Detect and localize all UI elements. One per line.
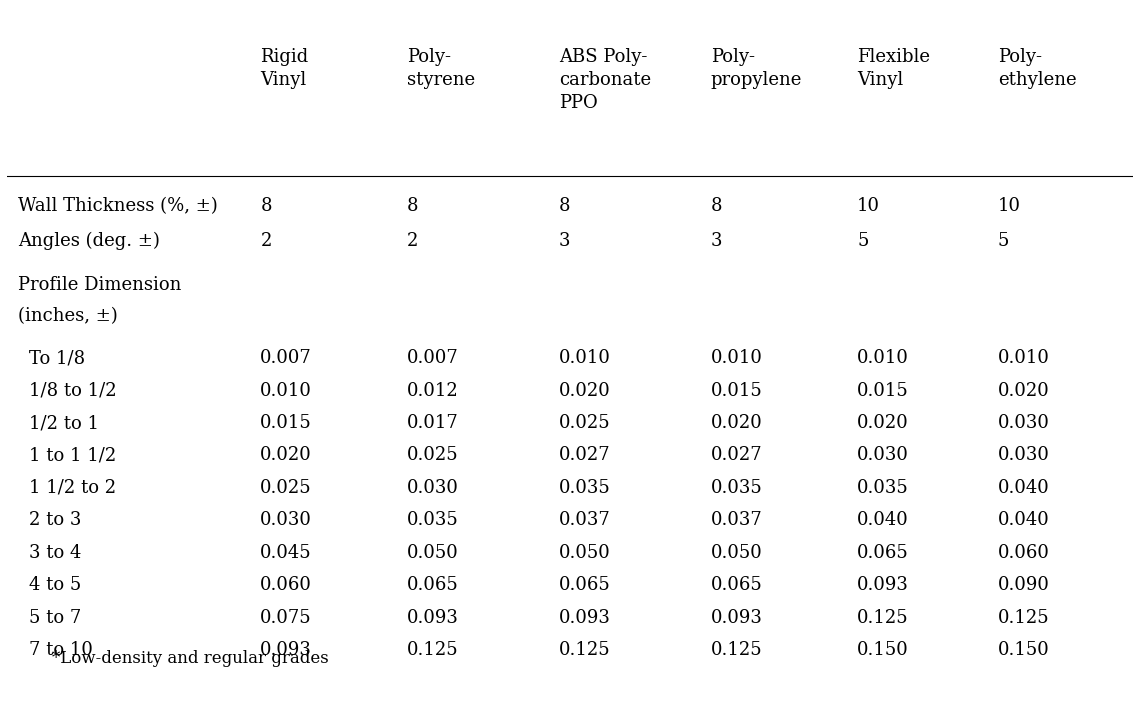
Text: 0.125: 0.125 xyxy=(998,609,1050,627)
Text: 3 to 4: 3 to 4 xyxy=(30,544,82,562)
Text: 2: 2 xyxy=(260,231,271,250)
Text: 0.065: 0.065 xyxy=(710,577,763,594)
Text: 1/2 to 1: 1/2 to 1 xyxy=(30,414,99,432)
Text: 0.093: 0.093 xyxy=(857,577,909,594)
Text: 0.020: 0.020 xyxy=(998,381,1050,400)
Text: 0.027: 0.027 xyxy=(559,446,610,465)
Text: 2 to 3: 2 to 3 xyxy=(30,511,82,529)
Text: 1/8 to 1/2: 1/8 to 1/2 xyxy=(30,381,117,400)
Text: 8: 8 xyxy=(407,197,418,215)
Text: 0.075: 0.075 xyxy=(260,609,312,627)
Text: 0.065: 0.065 xyxy=(407,577,458,594)
Text: Rigid
Vinyl: Rigid Vinyl xyxy=(260,49,309,90)
Text: 0.045: 0.045 xyxy=(260,544,312,562)
Text: Wall Thickness (%, ±): Wall Thickness (%, ±) xyxy=(18,197,218,215)
Text: 0.030: 0.030 xyxy=(260,511,312,529)
Text: 4 to 5: 4 to 5 xyxy=(30,577,82,594)
Text: 0.025: 0.025 xyxy=(559,414,610,432)
Text: 0.035: 0.035 xyxy=(857,479,909,497)
Text: 0.020: 0.020 xyxy=(710,414,763,432)
Text: 0.015: 0.015 xyxy=(260,414,312,432)
Text: 10: 10 xyxy=(998,197,1021,215)
Text: 0.037: 0.037 xyxy=(559,511,611,529)
Text: 0.020: 0.020 xyxy=(559,381,611,400)
Text: 0.150: 0.150 xyxy=(998,642,1050,659)
Text: 0.093: 0.093 xyxy=(710,609,763,627)
Text: 0.020: 0.020 xyxy=(857,414,909,432)
Text: 0.015: 0.015 xyxy=(857,381,909,400)
Text: 0.125: 0.125 xyxy=(857,609,909,627)
Text: (inches, ±): (inches, ±) xyxy=(18,307,117,326)
Text: 0.040: 0.040 xyxy=(857,511,909,529)
Text: 0.025: 0.025 xyxy=(260,479,312,497)
Text: 0.090: 0.090 xyxy=(998,577,1050,594)
Text: 5: 5 xyxy=(998,231,1009,250)
Text: 0.125: 0.125 xyxy=(559,642,610,659)
Text: 2: 2 xyxy=(407,231,418,250)
Text: Poly-
styrene: Poly- styrene xyxy=(407,49,475,90)
Text: 0.030: 0.030 xyxy=(998,446,1050,465)
Text: 1 to 1 1/2: 1 to 1 1/2 xyxy=(30,446,116,465)
Text: 8: 8 xyxy=(260,197,271,215)
Text: 0.015: 0.015 xyxy=(710,381,763,400)
Text: 0.020: 0.020 xyxy=(260,446,312,465)
Text: 0.030: 0.030 xyxy=(998,414,1050,432)
Text: Profile Dimension: Profile Dimension xyxy=(18,276,181,295)
Text: 5 to 7: 5 to 7 xyxy=(30,609,82,627)
Text: 0.007: 0.007 xyxy=(407,349,458,367)
Text: 0.040: 0.040 xyxy=(998,479,1050,497)
Text: 0.035: 0.035 xyxy=(407,511,458,529)
Text: 8: 8 xyxy=(559,197,570,215)
Text: 0.093: 0.093 xyxy=(260,642,312,659)
Text: Poly-
propylene: Poly- propylene xyxy=(710,49,803,90)
Text: 3: 3 xyxy=(559,231,570,250)
Text: Angles (deg. ±): Angles (deg. ±) xyxy=(18,231,160,250)
Text: 0.017: 0.017 xyxy=(407,414,458,432)
Text: 0.050: 0.050 xyxy=(407,544,458,562)
Text: 0.060: 0.060 xyxy=(998,544,1050,562)
Text: 0.010: 0.010 xyxy=(998,349,1050,367)
Text: 0.010: 0.010 xyxy=(260,381,312,400)
Text: To 1/8: To 1/8 xyxy=(30,349,86,367)
Text: 0.030: 0.030 xyxy=(407,479,458,497)
Text: 0.093: 0.093 xyxy=(407,609,458,627)
Text: 0.035: 0.035 xyxy=(559,479,611,497)
Text: 10: 10 xyxy=(857,197,880,215)
Text: 0.030: 0.030 xyxy=(857,446,909,465)
Text: 0.037: 0.037 xyxy=(710,511,763,529)
Text: Flexible
Vinyl: Flexible Vinyl xyxy=(857,49,930,90)
Text: 0.007: 0.007 xyxy=(260,349,312,367)
Text: 8: 8 xyxy=(710,197,723,215)
Text: 0.065: 0.065 xyxy=(857,544,909,562)
Text: 0.025: 0.025 xyxy=(407,446,458,465)
Text: 0.012: 0.012 xyxy=(407,381,458,400)
Text: 0.010: 0.010 xyxy=(559,349,611,367)
Text: 5: 5 xyxy=(857,231,869,250)
Text: 0.065: 0.065 xyxy=(559,577,611,594)
Text: 0.150: 0.150 xyxy=(857,642,909,659)
Text: 1 1/2 to 2: 1 1/2 to 2 xyxy=(30,479,116,497)
Text: 0.027: 0.027 xyxy=(710,446,763,465)
Text: 0.060: 0.060 xyxy=(260,577,312,594)
Text: 0.010: 0.010 xyxy=(710,349,763,367)
Text: 0.010: 0.010 xyxy=(857,349,909,367)
Text: 0.050: 0.050 xyxy=(559,544,611,562)
Text: 7 to 10: 7 to 10 xyxy=(30,642,93,659)
Text: 0.093: 0.093 xyxy=(559,609,611,627)
Text: *Low-density and regular grades: *Low-density and regular grades xyxy=(52,650,328,667)
Text: Poly-
ethylene: Poly- ethylene xyxy=(998,49,1076,90)
Text: 0.040: 0.040 xyxy=(998,511,1050,529)
Text: 0.125: 0.125 xyxy=(710,642,763,659)
Text: 0.035: 0.035 xyxy=(710,479,763,497)
Text: ABS Poly-
carbonate
PPO: ABS Poly- carbonate PPO xyxy=(559,49,651,112)
Text: 3: 3 xyxy=(710,231,723,250)
Text: 0.125: 0.125 xyxy=(407,642,458,659)
Text: 0.050: 0.050 xyxy=(710,544,763,562)
